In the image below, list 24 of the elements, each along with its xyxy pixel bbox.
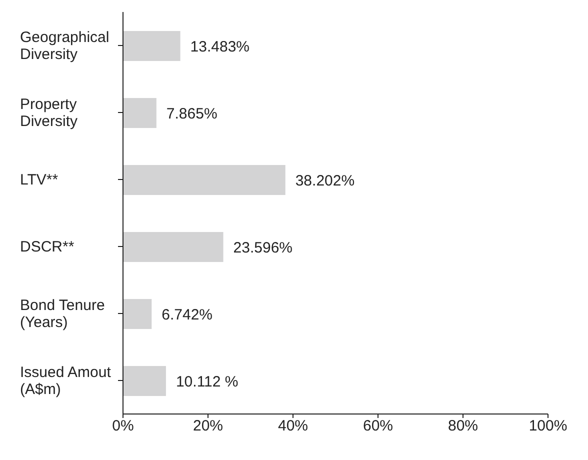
x-tick-label: 60% — [362, 418, 394, 435]
x-tick-label: 0% — [112, 418, 134, 435]
bar — [123, 98, 156, 128]
data-label: 7.865% — [166, 105, 218, 122]
y-tick-label: Property Diversity — [20, 96, 78, 130]
x-tick-label: 80% — [448, 418, 478, 435]
x-tick-label: 100% — [528, 418, 568, 435]
data-label: 38.202% — [295, 172, 355, 190]
y-tick-label: DSCR** — [20, 238, 74, 255]
data-label: 13.483% — [190, 38, 250, 56]
data-label: 10.112 % — [176, 373, 238, 390]
y-tick-label: LTV** — [20, 171, 58, 188]
x-tick-label: 20% — [192, 418, 224, 435]
data-label: 6.742% — [162, 306, 213, 324]
bar — [123, 232, 224, 262]
bar — [123, 299, 152, 329]
bar — [123, 165, 286, 195]
y-tick-label: Bond Tenure (Years) — [20, 296, 105, 330]
y-tick-label: Issued Amout (A$m) — [20, 364, 112, 398]
bar — [123, 31, 180, 61]
x-tick-label: 40% — [278, 418, 308, 435]
y-tick-label: Geographical Diversity — [20, 28, 110, 62]
bar — [123, 366, 166, 396]
data-label: 23.596% — [233, 239, 292, 256]
